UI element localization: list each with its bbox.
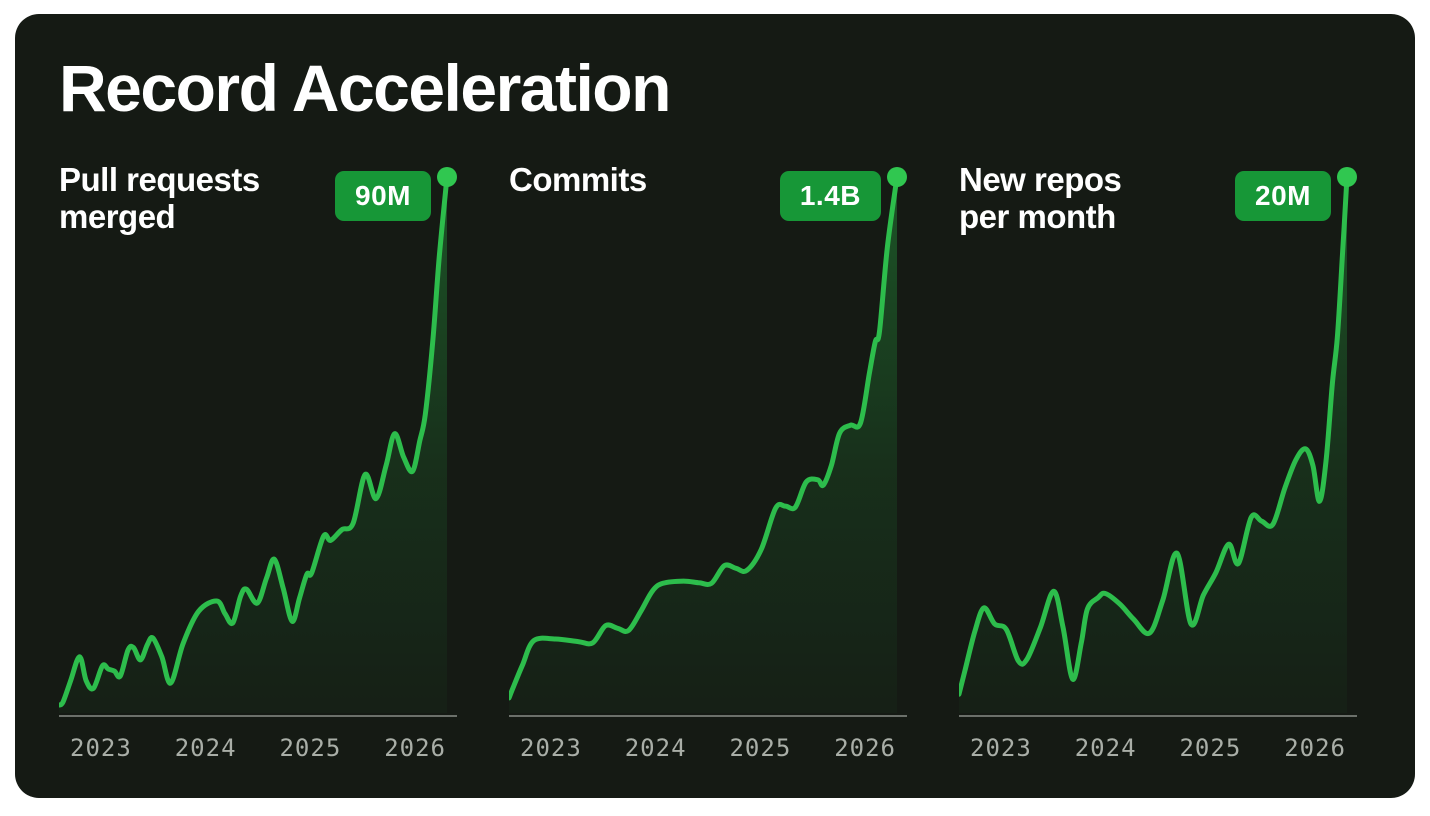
area-fill [59, 177, 447, 713]
x-axis-line [959, 715, 1357, 717]
x-tick-label: 2026 [1284, 734, 1346, 762]
x-tick-label: 2024 [1074, 734, 1137, 762]
area-fill [509, 177, 897, 713]
chart-panel-commits: Commits 1.4B 2023 2024 2025 2026 [509, 161, 907, 762]
pull-requests-line-chart [59, 167, 457, 713]
commits-line-chart [509, 167, 907, 713]
x-tick-label: 2026 [834, 734, 896, 762]
series-line [509, 174, 900, 701]
x-tick-label: 2023 [970, 734, 1032, 762]
x-axis-labels: 2023 2024 2025 2026 [959, 734, 1357, 762]
series-endpoint-dot [1337, 167, 1357, 187]
x-tick-label: 2024 [624, 734, 687, 762]
chart-panel-new-repos: New repos per month 20M 2023 2024 2025 2… [959, 161, 1357, 762]
series-line [59, 174, 450, 708]
chart-area: Pull requests merged 90M [59, 161, 457, 715]
series-endpoint-dot [437, 167, 457, 187]
series-line [959, 174, 1350, 697]
area-fill [959, 177, 1347, 713]
x-tick-label: 2025 [1179, 734, 1242, 762]
x-axis-line [59, 715, 457, 717]
new-repos-line-chart [959, 167, 1357, 713]
x-axis-line [509, 715, 907, 717]
x-tick-label: 2025 [729, 734, 792, 762]
series-endpoint-dot [887, 167, 907, 187]
x-tick-label: 2026 [384, 734, 446, 762]
x-tick-label: 2024 [174, 734, 237, 762]
chart-panel-pull-requests: Pull requests merged 90M 2023 2024 2025 … [59, 161, 457, 762]
x-tick-label: 2023 [520, 734, 582, 762]
x-axis-labels: 2023 2024 2025 2026 [509, 734, 907, 762]
x-axis-labels: 2023 2024 2025 2026 [59, 734, 457, 762]
chart-area: New repos per month 20M [959, 161, 1357, 715]
x-tick-label: 2023 [70, 734, 132, 762]
page-title: Record Acceleration [59, 51, 671, 125]
stats-card: Record Acceleration Pull requests merged… [15, 14, 1415, 798]
chart-area: Commits 1.4B [509, 161, 907, 715]
x-tick-label: 2025 [279, 734, 342, 762]
